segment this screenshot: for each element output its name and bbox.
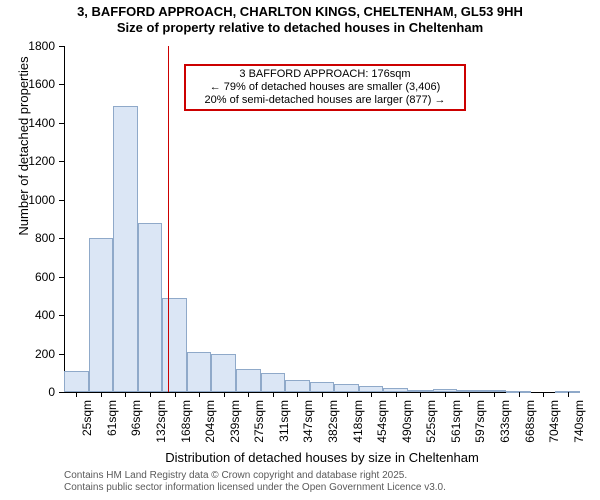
x-tick-label: 418sqm	[351, 400, 365, 470]
chart-title: 3, BAFFORD APPROACH, CHARLTON KINGS, CHE…	[0, 4, 600, 36]
y-tick	[59, 238, 64, 239]
x-tick-label: 633sqm	[498, 400, 512, 470]
y-tick	[59, 354, 64, 355]
histogram-bar	[211, 354, 236, 392]
histogram-bar	[310, 382, 335, 392]
y-tick-label: 1600	[0, 77, 55, 91]
x-tick	[150, 392, 151, 397]
x-tick-label: 704sqm	[547, 400, 561, 470]
histogram-bar	[113, 106, 138, 392]
y-tick	[59, 200, 64, 201]
x-tick	[273, 392, 274, 397]
y-tick-label: 600	[0, 270, 55, 284]
reference-line	[168, 46, 169, 392]
y-tick	[59, 161, 64, 162]
x-tick-label: 132sqm	[154, 400, 168, 470]
x-tick	[248, 392, 249, 397]
y-tick-label: 0	[0, 385, 55, 399]
x-tick	[445, 392, 446, 397]
x-tick-label: 561sqm	[449, 400, 463, 470]
footer-line-2: Contains public sector information licen…	[64, 482, 446, 493]
histogram-bar	[236, 369, 261, 392]
x-tick	[322, 392, 323, 397]
y-tick	[59, 84, 64, 85]
y-tick	[59, 392, 64, 393]
annotation-line: 3 BAFFORD APPROACH: 176sqm	[190, 68, 460, 81]
x-tick-label: 347sqm	[301, 400, 315, 470]
x-tick-label: 168sqm	[179, 400, 193, 470]
histogram-bar	[261, 373, 286, 392]
x-tick	[568, 392, 569, 397]
y-tick-label: 1000	[0, 193, 55, 207]
x-tick	[543, 392, 544, 397]
x-tick-label: 239sqm	[228, 400, 242, 470]
title-line-2: Size of property relative to detached ho…	[0, 20, 600, 36]
y-tick-label: 200	[0, 347, 55, 361]
x-tick	[371, 392, 372, 397]
x-tick	[347, 392, 348, 397]
x-tick-label: 454sqm	[375, 400, 389, 470]
x-tick-label: 311sqm	[277, 400, 291, 470]
x-tick	[125, 392, 126, 397]
x-tick-label: 668sqm	[523, 400, 537, 470]
y-tick	[59, 123, 64, 124]
annotation-line: ← 79% of detached houses are smaller (3,…	[190, 81, 460, 94]
histogram-bar	[162, 298, 187, 392]
x-tick	[396, 392, 397, 397]
x-tick	[199, 392, 200, 397]
y-axis-line	[64, 46, 65, 392]
y-tick-label: 1200	[0, 154, 55, 168]
x-tick-label: 61sqm	[105, 400, 119, 470]
x-tick-label: 597sqm	[473, 400, 487, 470]
x-tick	[494, 392, 495, 397]
property-size-histogram: 3, BAFFORD APPROACH, CHARLTON KINGS, CHE…	[0, 0, 600, 500]
x-tick-label: 25sqm	[80, 400, 94, 470]
x-tick	[224, 392, 225, 397]
x-tick	[297, 392, 298, 397]
y-tick-label: 1400	[0, 116, 55, 130]
x-tick-label: 525sqm	[424, 400, 438, 470]
x-tick	[175, 392, 176, 397]
x-tick-label: 740sqm	[572, 400, 586, 470]
x-tick	[519, 392, 520, 397]
x-tick-label: 96sqm	[129, 400, 143, 470]
x-tick	[420, 392, 421, 397]
annotation-line: 20% of semi-detached houses are larger (…	[190, 94, 460, 107]
x-tick-label: 490sqm	[400, 400, 414, 470]
histogram-bar	[64, 371, 89, 392]
x-tick-label: 382sqm	[326, 400, 340, 470]
x-tick	[101, 392, 102, 397]
x-tick	[469, 392, 470, 397]
y-tick	[59, 315, 64, 316]
y-tick-label: 400	[0, 308, 55, 322]
title-line-1: 3, BAFFORD APPROACH, CHARLTON KINGS, CHE…	[0, 4, 600, 20]
histogram-bar	[285, 380, 310, 392]
footer-line-1: Contains HM Land Registry data © Crown c…	[64, 470, 407, 481]
y-tick-label: 800	[0, 231, 55, 245]
histogram-bar	[187, 352, 212, 392]
x-tick	[76, 392, 77, 397]
y-tick	[59, 277, 64, 278]
annotation-box: 3 BAFFORD APPROACH: 176sqm← 79% of detac…	[184, 64, 466, 111]
x-tick-label: 204sqm	[203, 400, 217, 470]
histogram-bar	[334, 384, 359, 392]
x-tick-label: 275sqm	[252, 400, 266, 470]
y-tick-label: 1800	[0, 39, 55, 53]
histogram-bar	[138, 223, 163, 392]
y-tick	[59, 46, 64, 47]
histogram-bar	[89, 238, 114, 392]
